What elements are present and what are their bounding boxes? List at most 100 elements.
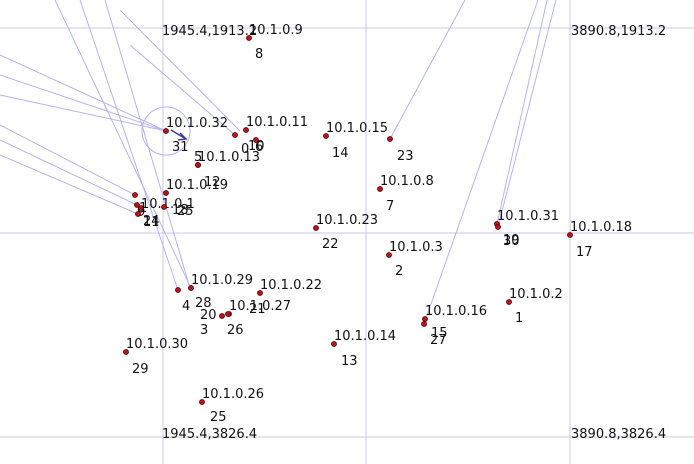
node[interactable]: 10.1.0.30 29 [123,337,189,377]
node-id-label: 1 [515,311,523,326]
node-dot[interactable] [387,136,393,142]
node-id-label: 29 [132,362,149,377]
node[interactable]: 10.1.0.9 8 [246,23,303,62]
node-dot[interactable] [225,311,231,317]
node-dot[interactable] [567,232,573,238]
node-ip-label: 10.1.0.27 [229,299,291,314]
node-id-label: 4 [182,299,190,314]
node-dot[interactable] [123,349,129,355]
node-id-label: 11 [143,215,160,230]
node-dot[interactable] [377,186,383,192]
node[interactable]: 10.1.0.16 15 [422,304,488,341]
link-line [0,154,139,215]
node[interactable]: 24 [134,202,160,230]
node-dot[interactable] [257,290,263,296]
node-ip-label: 10.1.0.19 [166,178,228,193]
node-ip-label: 10.1.0.15 [326,121,388,136]
node[interactable]: 10.1.0.8 7 [377,174,434,214]
node[interactable]: 10.1.0.18 17 [567,220,633,260]
link-line [0,124,136,196]
node-dot[interactable] [175,287,181,293]
node[interactable]: 11 [135,211,160,231]
node[interactable]: 10.1.0.23 22 [313,213,379,252]
node-ip-label: 10.1.0.3 [389,240,443,255]
node-dot[interactable] [253,137,259,143]
node-dot[interactable] [135,211,141,217]
link-line [54,0,192,289]
selection-ring [141,106,191,156]
node-id-label: 15 [431,326,448,341]
node-dot[interactable] [246,35,252,41]
node-id-label: 31 [172,140,189,155]
node[interactable]: 10.1.0.3 2 [386,240,443,279]
node-dot[interactable] [219,313,225,319]
node-dot[interactable] [243,127,249,133]
node-id-label: 22 [322,237,339,252]
node[interactable]: 27 [421,321,447,349]
node[interactable]: 10.1.0.2 1 [506,287,563,326]
node-dot[interactable] [495,224,501,230]
node-id-label: 5 [194,150,202,165]
node[interactable]: 25 [161,204,194,219]
link-line [119,9,241,132]
node-id-label: 17 [576,245,593,260]
node-ip-label: 10.1.0.29 [191,273,253,288]
link-line [389,0,466,140]
node-id-label: 2 [395,264,403,279]
node-dot[interactable] [163,190,169,196]
node-dot[interactable] [331,341,337,347]
node-dot[interactable] [421,321,427,327]
node[interactable]: 23 [387,136,414,165]
node-id-label: 20 [200,308,217,323]
node[interactable]: 10.1.0.11 [138,197,195,216]
node-dot[interactable] [161,204,167,210]
link-line [496,0,548,225]
node[interactable]: 10.1.0.26 25 [199,387,265,425]
node-id-label: 9 [137,205,145,220]
node[interactable]: 20 [200,308,225,323]
node[interactable]: 4 [175,287,191,315]
node-id-label: 0 [241,142,249,157]
node-id-label: 12 [204,175,221,190]
node[interactable]: 10.1.0.27 26 [226,299,292,338]
node-dot[interactable] [386,252,392,258]
node[interactable]: 19 [495,224,520,249]
node[interactable]: 10.1.0.13 12 [195,150,261,190]
node-dot[interactable] [232,132,238,138]
corner-label-bottom-right: 3890.8,3826.4 [571,427,666,442]
node-dot[interactable] [188,285,194,291]
node[interactable]: 6 [253,137,264,156]
node[interactable]: 10.1.0.32 31 [163,116,229,155]
node[interactable]: 3 [200,311,231,339]
node-dot[interactable] [199,399,205,405]
node-dot[interactable] [132,192,138,198]
node[interactable]: 10.1.0.15 14 [323,121,389,161]
node[interactable]: 9 [132,192,146,221]
node-dot[interactable] [134,202,140,208]
node-dot[interactable] [506,299,512,305]
node-id-label: 25 [177,204,194,219]
node-dot[interactable] [323,133,329,139]
node[interactable]: 10.1.0.19 18 [163,178,229,218]
node[interactable]: 10.1.0.11 10 [243,115,309,154]
node-dot[interactable] [138,205,144,211]
node-dot[interactable] [313,225,319,231]
node-id-label: 24 [143,214,160,229]
node-dot[interactable] [163,128,169,134]
node-id-label: 1 [139,201,147,216]
node-dot[interactable] [195,162,201,168]
node[interactable]: 10.1.0.14 13 [331,329,397,369]
node-id-label: 6 [255,140,263,155]
node-id-label: 3 [200,323,208,338]
node[interactable]: 10.1.0.22 21 [249,278,322,317]
node[interactable]: 10.1.0.31 30 [494,209,560,249]
node-ip-label: 10.1.0.31 [497,209,559,224]
node-ip-label: 10.1.0.18 [570,220,632,235]
node[interactable]: 0 [232,132,250,158]
link-line [129,44,236,136]
node-ip-label: 10.1.0.13 [198,150,260,165]
node[interactable]: 10.1.0.29 28 [188,273,254,311]
link-line [104,0,191,289]
